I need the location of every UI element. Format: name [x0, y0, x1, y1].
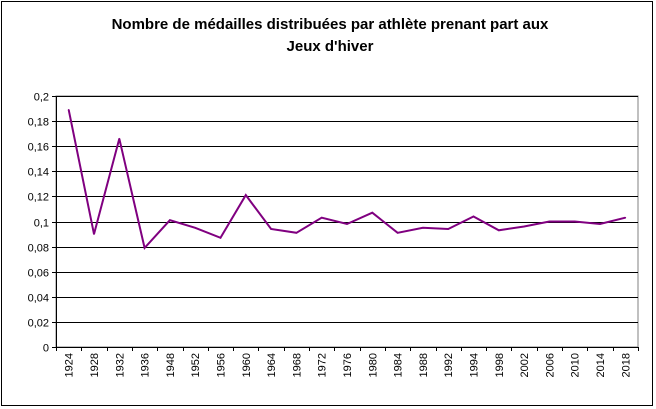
data-point — [118, 137, 121, 140]
data-point — [573, 220, 576, 223]
x-tick-label: 2014 — [595, 353, 607, 377]
gridlines — [56, 96, 638, 323]
data-point — [219, 237, 222, 239]
x-tick-label: 1994 — [469, 353, 481, 377]
data-point — [447, 228, 450, 230]
y-tick-label: 0,14 — [28, 167, 49, 179]
y-tick-label: 0,2 — [34, 92, 49, 104]
data-point — [270, 228, 272, 230]
data-point — [143, 247, 146, 249]
data-point — [498, 229, 500, 232]
x-tick-label: 1984 — [393, 353, 405, 377]
y-tick-label: 0,08 — [28, 243, 49, 255]
y-tick-label: 0,18 — [28, 117, 49, 129]
x-tick-label: 1932 — [114, 353, 126, 377]
x-tick-label: 2018 — [620, 353, 632, 377]
data-point — [523, 225, 525, 228]
x-tick-label: 1964 — [266, 353, 278, 377]
chart-title-line-1: Nombre de médailles distribuées par athl… — [111, 16, 549, 33]
data-point — [472, 215, 475, 218]
y-tick-label: 0 — [43, 343, 49, 355]
data-point — [194, 226, 196, 229]
x-tick-label: 2006 — [544, 353, 556, 377]
x-tick-label: 1998 — [494, 353, 506, 377]
x-tick-label: 1988 — [418, 353, 430, 377]
x-tick-label: 1992 — [443, 353, 455, 377]
data-point — [93, 233, 95, 235]
data-point — [320, 216, 323, 219]
x-tick-label: 1956 — [215, 353, 227, 377]
data-point — [346, 223, 348, 225]
y-tick-label: 0,02 — [28, 318, 49, 330]
data-point — [169, 219, 171, 222]
data-point — [624, 216, 627, 219]
data-point — [67, 109, 70, 111]
x-tick-label: 1924 — [64, 353, 76, 377]
x-tick-label: 1928 — [89, 353, 101, 377]
x-tick-label: 1976 — [342, 353, 354, 377]
data-point — [599, 223, 601, 225]
x-tick-label: 1980 — [367, 353, 379, 377]
chart-title-line-2: Jeux d'hiver — [286, 38, 374, 55]
y-tick-labels: 0 0,02 0,04 0,06 0,08 0,1 0,12 0,14 0,16 0,18 0,2 — [28, 92, 49, 355]
series-layer — [67, 109, 627, 250]
x-tick-label: 1948 — [165, 353, 177, 377]
x-tick-label: 1968 — [291, 353, 303, 377]
x-tick-labels: 1924 1928 1932 1936 1948 1952 1956 1960 1964 1968… — [64, 353, 633, 377]
y-tick-label: 0,16 — [28, 142, 49, 154]
axes — [52, 96, 639, 351]
data-point — [295, 231, 298, 234]
x-tick-label: 1936 — [140, 353, 152, 377]
y-tick-label: 0,12 — [28, 192, 49, 204]
plot-area — [55, 95, 639, 348]
x-tick-label: 1952 — [190, 353, 202, 377]
chart-title: Nombre de médailles distribuées par athl… — [40, 14, 620, 58]
y-tick-label: 0,06 — [28, 268, 49, 280]
data-point — [422, 226, 424, 229]
data-point — [244, 194, 247, 196]
data-point — [371, 211, 374, 214]
y-tick-label: 0,04 — [28, 293, 49, 305]
x-tick-label: 2002 — [519, 353, 531, 377]
x-tick-label: 2010 — [570, 353, 582, 377]
data-point — [396, 231, 399, 234]
x-tick-label: 1972 — [317, 353, 329, 377]
x-tick-label: 1960 — [241, 353, 253, 377]
data-point — [548, 220, 551, 223]
y-tick-label: 0,1 — [34, 218, 49, 230]
